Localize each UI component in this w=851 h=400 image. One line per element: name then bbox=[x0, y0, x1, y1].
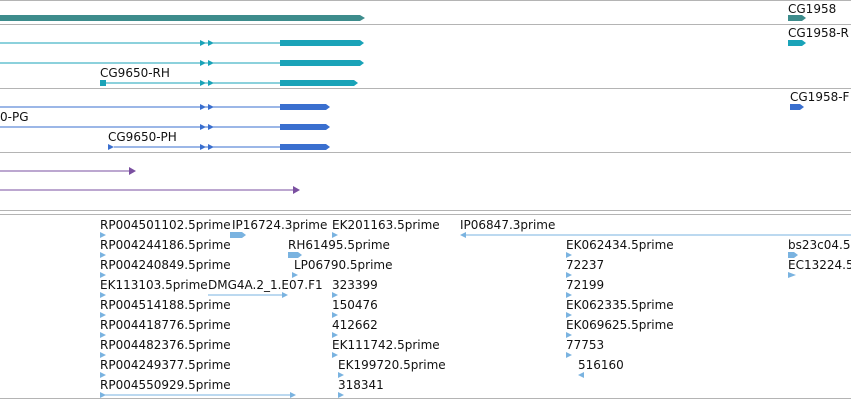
est-label: EK111742.5prime bbox=[332, 338, 440, 352]
est-label: 412662 bbox=[332, 318, 378, 332]
est-label: IP06847.3prime bbox=[460, 218, 555, 232]
ncrna-row[interactable] bbox=[0, 167, 136, 175]
transcript-row[interactable] bbox=[100, 80, 358, 86]
est-feature[interactable] bbox=[100, 272, 106, 278]
est-feature[interactable] bbox=[332, 312, 338, 318]
est-feature[interactable] bbox=[230, 232, 246, 238]
est-feature[interactable] bbox=[100, 312, 106, 318]
est-label: RP004249377.5prime bbox=[100, 358, 231, 372]
transcript-label-right: CG1958-R bbox=[788, 26, 849, 40]
est-label: RP004482376.5prime bbox=[100, 338, 231, 352]
transcript-row[interactable] bbox=[108, 144, 330, 150]
est-label: EC13224.5 bbox=[788, 258, 851, 272]
est-feature[interactable] bbox=[100, 332, 106, 338]
transcript-row[interactable] bbox=[0, 124, 330, 130]
est-feature[interactable] bbox=[566, 332, 572, 338]
est-label: 72199 bbox=[566, 278, 604, 292]
est-feature[interactable] bbox=[338, 392, 344, 398]
transcript-feature-right[interactable] bbox=[790, 104, 804, 110]
transcript-row[interactable] bbox=[0, 60, 364, 66]
est-feature[interactable] bbox=[100, 252, 106, 258]
est-feature[interactable] bbox=[788, 252, 798, 258]
est-label: RP004501102.5prime bbox=[100, 218, 231, 232]
est-label: EK113103.5prime bbox=[100, 278, 208, 292]
est-label: IP16724.3prime bbox=[232, 218, 327, 232]
est-label: RP004240849.5prime bbox=[100, 258, 231, 272]
est-label: EK062335.5prime bbox=[566, 298, 674, 312]
est-label: RP004514188.5prime bbox=[100, 298, 231, 312]
transcript-label: 0-PG bbox=[0, 110, 29, 124]
est-label: EK201163.5prime bbox=[332, 218, 440, 232]
est-feature[interactable] bbox=[208, 292, 288, 298]
transcript-label: CG9650-RH bbox=[100, 66, 170, 80]
transcript-row[interactable] bbox=[0, 40, 364, 46]
est-label: RP004550929.5prime bbox=[100, 378, 231, 392]
est-feature[interactable] bbox=[292, 272, 298, 278]
est-feature[interactable] bbox=[338, 372, 344, 378]
est-label: RP004244186.5prime bbox=[100, 238, 231, 252]
est-feature[interactable] bbox=[460, 232, 851, 238]
est-label: 318341 bbox=[338, 378, 384, 392]
transcript-row[interactable] bbox=[0, 104, 330, 110]
est-label: LP06790.5prime bbox=[294, 258, 393, 272]
est-feature[interactable] bbox=[332, 332, 338, 338]
est-track: RP004501102.5prime IP16724.3prime EK2011… bbox=[100, 218, 851, 398]
est-feature[interactable] bbox=[100, 372, 106, 378]
est-feature[interactable] bbox=[332, 292, 338, 298]
est-label: EK069625.5prime bbox=[566, 318, 674, 332]
est-label: 77753 bbox=[566, 338, 604, 352]
est-feature[interactable] bbox=[100, 392, 296, 398]
est-label: 323399 bbox=[332, 278, 378, 292]
est-label: EK199720.5prime bbox=[338, 358, 446, 372]
est-feature[interactable] bbox=[566, 292, 572, 298]
ncrna-row[interactable] bbox=[0, 186, 300, 194]
est-labels: RP004501102.5prime IP16724.3prime EK2011… bbox=[100, 218, 851, 392]
ncrna-track bbox=[0, 167, 300, 194]
est-label: RH61495.5prime bbox=[288, 238, 390, 252]
est-feature[interactable] bbox=[288, 252, 302, 258]
est-feature[interactable] bbox=[566, 252, 572, 258]
est-feature[interactable] bbox=[100, 292, 106, 298]
est-label: EK062434.5prime bbox=[566, 238, 674, 252]
est-feature[interactable] bbox=[100, 232, 106, 238]
gene-feature-right[interactable] bbox=[788, 15, 806, 21]
gene-label-right: CG1958 bbox=[788, 2, 836, 16]
est-label: 516160 bbox=[578, 358, 624, 372]
transcript-feature-right[interactable] bbox=[788, 40, 806, 46]
est-label: RP004418776.5prime bbox=[100, 318, 231, 332]
est-feature[interactable] bbox=[566, 312, 572, 318]
est-feature[interactable] bbox=[788, 272, 796, 278]
est-feature[interactable] bbox=[566, 352, 572, 358]
est-label: 150476 bbox=[332, 298, 378, 312]
blue-transcript-track: 0-PG CG9650-PH CG1958-F bbox=[0, 90, 850, 150]
est-glyphs bbox=[100, 232, 851, 398]
est-label: DMG4A.2_1.E07.F1 bbox=[208, 278, 323, 292]
gene-feature[interactable] bbox=[0, 15, 365, 21]
est-feature[interactable] bbox=[100, 352, 106, 358]
est-feature[interactable] bbox=[566, 272, 572, 278]
transcript-label-right: CG1958-F bbox=[790, 90, 850, 104]
est-label: bs23c04.5 bbox=[788, 238, 850, 252]
est-feature[interactable] bbox=[332, 352, 338, 358]
transcript-label: CG9650-PH bbox=[108, 130, 177, 144]
gene-track: CG1958 bbox=[0, 2, 836, 21]
est-label: 72237 bbox=[566, 258, 604, 272]
teal-transcript-track: CG9650-RH CG1958-R bbox=[0, 26, 849, 86]
est-feature[interactable] bbox=[578, 372, 584, 378]
est-feature[interactable] bbox=[332, 232, 338, 238]
